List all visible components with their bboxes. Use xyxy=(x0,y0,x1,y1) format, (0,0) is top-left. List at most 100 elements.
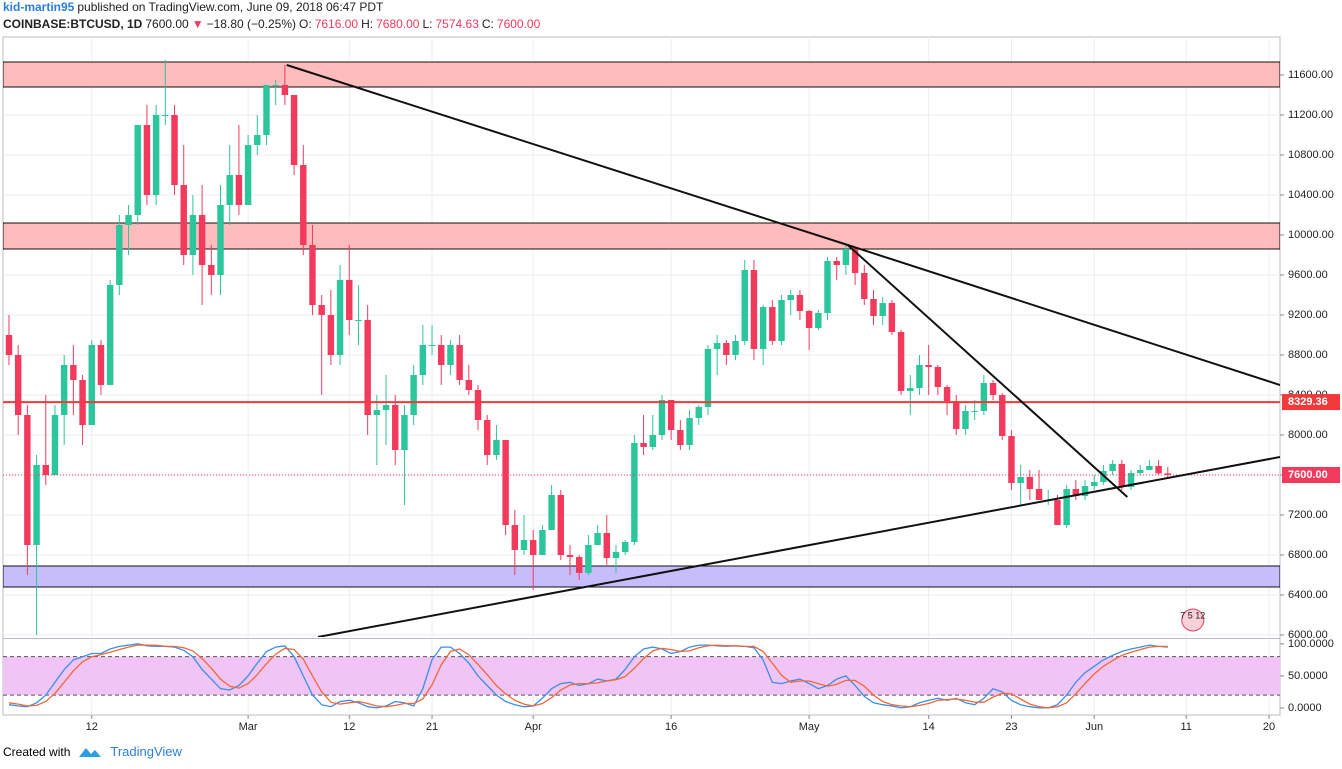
y-tick-label: 100.0000 xyxy=(1288,638,1334,650)
candle-body xyxy=(318,305,325,315)
candle-body xyxy=(106,285,114,385)
candle-body xyxy=(686,418,693,445)
candle-body xyxy=(1136,470,1144,473)
candle-body xyxy=(713,343,721,349)
candle-body xyxy=(97,345,105,385)
candle-body xyxy=(1146,466,1153,470)
x-tick-label: 11 xyxy=(1180,721,1191,733)
candle-body xyxy=(603,533,611,558)
candle-body xyxy=(943,387,951,401)
price-tag-label: 7600.00 xyxy=(1288,469,1328,481)
candle-body xyxy=(640,443,647,447)
price-tag-label: 8329.36 xyxy=(1288,396,1328,408)
candle-body xyxy=(658,400,666,435)
candle-body xyxy=(824,261,831,313)
candle-body xyxy=(42,465,49,475)
x-tick-label: Jun xyxy=(1085,721,1103,733)
y-tick-label: 10000.00 xyxy=(1288,229,1334,241)
candle-body xyxy=(5,335,13,355)
y-tick-label: 6800.00 xyxy=(1288,549,1328,561)
y-tick-label: 10400.00 xyxy=(1288,189,1334,201)
candle-body xyxy=(575,557,583,573)
candle-body xyxy=(1063,489,1070,525)
trend-line xyxy=(847,244,1280,386)
candle-body xyxy=(953,401,960,429)
candle-body xyxy=(327,315,335,355)
candle-body xyxy=(456,345,463,380)
candle-body xyxy=(612,552,620,558)
candle-body xyxy=(198,215,206,265)
low-label: L: xyxy=(422,17,433,31)
candle-body xyxy=(649,435,656,447)
candle-body xyxy=(1054,500,1061,525)
x-tick-label: 21 xyxy=(426,721,438,733)
candle-body xyxy=(888,303,896,332)
candle-body xyxy=(989,383,997,395)
candle-body xyxy=(999,395,1006,436)
x-tick-label: May xyxy=(799,721,820,733)
high-label: H: xyxy=(361,17,374,31)
band-fill xyxy=(3,656,1280,696)
candle-body xyxy=(346,280,353,320)
stoch-line xyxy=(8,644,1168,709)
y-tick-label: 6000.00 xyxy=(1288,629,1328,641)
candle-body xyxy=(336,280,344,355)
candle-body xyxy=(33,465,40,545)
symbol: COINBASE:BTCUSD, 1D xyxy=(3,17,143,31)
candle-body xyxy=(208,265,215,275)
trend-line xyxy=(847,244,1128,498)
brand[interactable]: TradingView xyxy=(110,744,182,759)
x-tick-label: 23 xyxy=(1005,721,1017,733)
publisher-line: kid-martin95 published on TradingView.com… xyxy=(3,0,386,14)
candle-body xyxy=(1017,477,1024,483)
candle-body xyxy=(1091,482,1098,486)
candle-body xyxy=(419,345,427,375)
candle-body xyxy=(879,303,886,316)
close: 7600.00 xyxy=(496,17,541,31)
candle-body xyxy=(143,125,151,195)
candle-body xyxy=(290,95,298,165)
candle-body xyxy=(410,375,417,415)
candle-body xyxy=(502,440,509,525)
candle-body xyxy=(189,215,197,255)
author[interactable]: kid-martin95 xyxy=(3,0,75,14)
candle-body xyxy=(401,415,408,450)
candle-body xyxy=(594,533,601,545)
zone xyxy=(3,222,1280,250)
candle-body xyxy=(980,383,988,411)
price-tag xyxy=(1282,467,1340,483)
plot-frame xyxy=(2,36,1281,716)
candle-body xyxy=(382,405,390,410)
candle-body xyxy=(24,415,31,545)
candle-body xyxy=(309,245,316,305)
candle-body xyxy=(162,115,169,116)
candle-body xyxy=(1155,466,1162,474)
candle-body xyxy=(244,145,252,205)
candle-body xyxy=(125,215,132,225)
x-tick-label: 16 xyxy=(665,721,677,733)
candle-body xyxy=(759,307,767,349)
price-tag xyxy=(1282,394,1340,411)
candle-body xyxy=(428,345,436,346)
candle-body xyxy=(14,355,22,415)
x-tick-label: Apr xyxy=(525,721,542,733)
candle-body xyxy=(741,270,748,341)
candle-body xyxy=(134,125,141,215)
candle-body xyxy=(907,388,914,391)
x-tick-label: 12 xyxy=(343,721,355,733)
candle-body xyxy=(851,249,859,273)
candle-body xyxy=(272,85,279,86)
candle-body xyxy=(474,390,482,420)
candle-body xyxy=(778,300,785,341)
candle-body xyxy=(152,115,160,195)
y-tick-label: 9600.00 xyxy=(1288,269,1328,281)
candle-body xyxy=(281,85,289,95)
y-tick-label: 9200.00 xyxy=(1288,309,1328,321)
candle-body xyxy=(51,415,59,475)
candle-body xyxy=(621,542,629,552)
candle-body xyxy=(180,185,187,255)
candle-body xyxy=(805,311,813,328)
candle-body xyxy=(116,225,123,285)
